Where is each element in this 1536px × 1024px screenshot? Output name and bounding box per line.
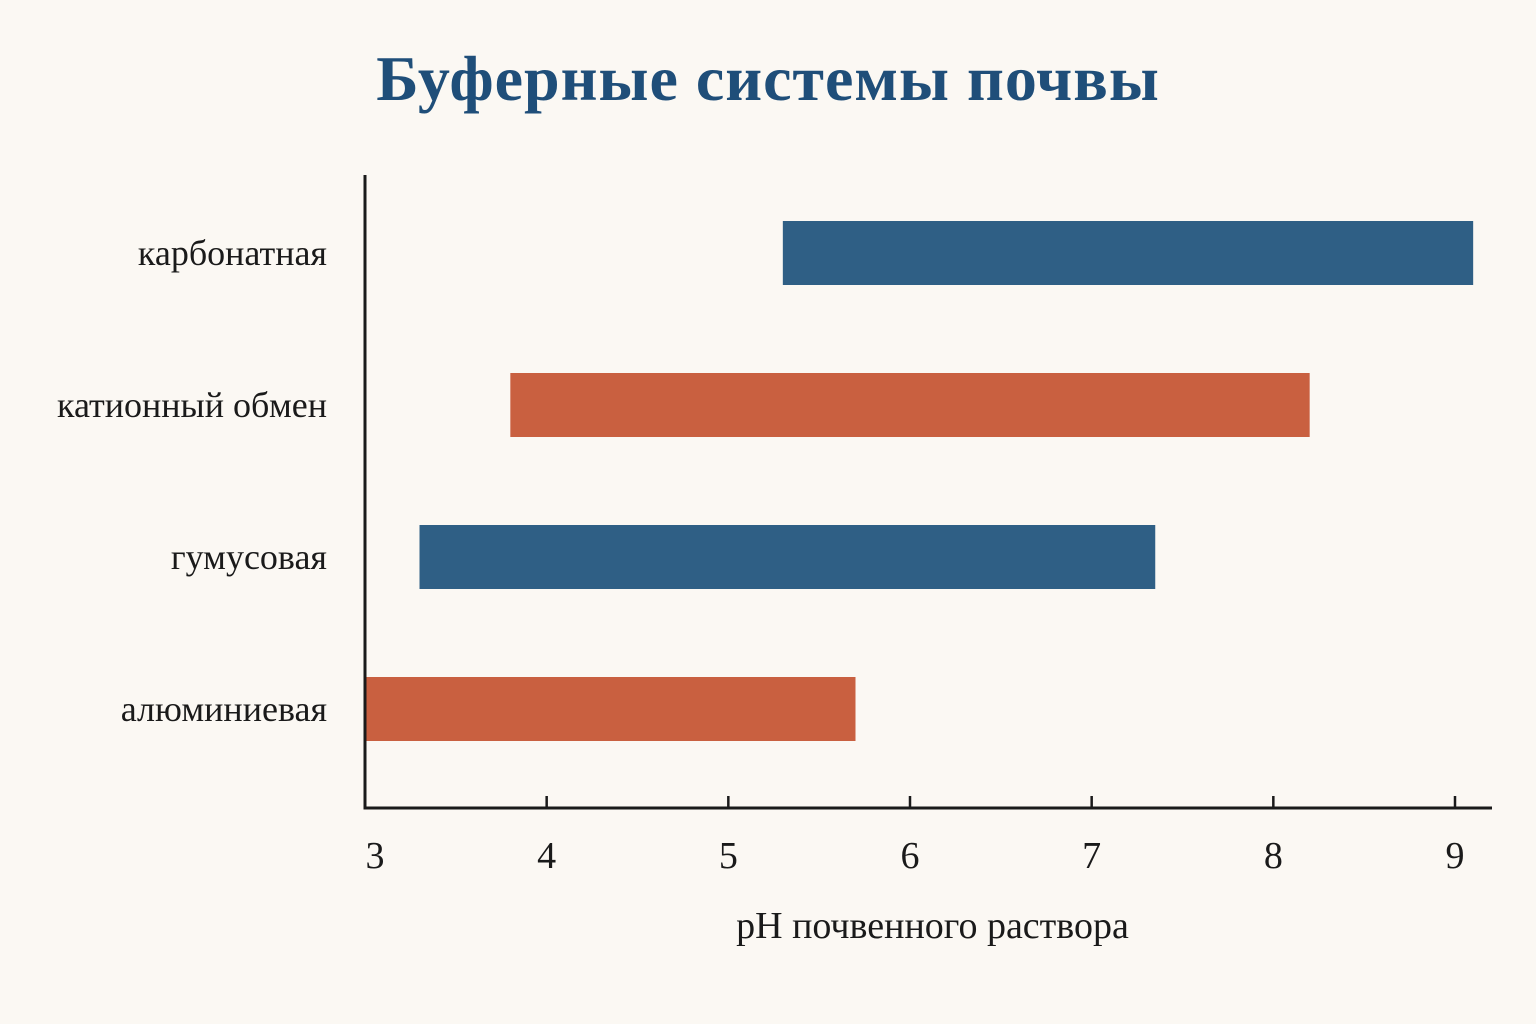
category-label: карбонатная — [138, 233, 327, 273]
bar-1 — [782, 221, 1474, 285]
x-axis-label: pH почвенного раствора — [736, 905, 1129, 947]
bar-3 — [419, 525, 1156, 589]
bar-2 — [510, 373, 1310, 437]
category-label: алюминиевая — [121, 689, 327, 729]
x-tick-label: 3 — [366, 835, 385, 877]
axes-layer — [363, 175, 1492, 810]
x-tick-label: 5 — [719, 835, 738, 877]
ticks-layer: 3 4 5 6 7 8 9 — [366, 796, 1465, 877]
category-label: катионный обмен — [57, 385, 327, 425]
x-tick-label: 8 — [1264, 835, 1283, 877]
bar-4 — [365, 677, 856, 741]
category-label: гумусовая — [171, 537, 327, 577]
chart-title: Буферные системы почвы — [376, 43, 1160, 114]
x-tick-label: 9 — [1446, 835, 1465, 877]
x-tick-label: 6 — [901, 835, 920, 877]
x-tick-label: 4 — [537, 835, 556, 877]
bars-layer — [365, 221, 1474, 741]
category-labels-layer: карбонатная катионный обмен гумусовая алюми… — [57, 233, 327, 729]
x-tick-label: 7 — [1082, 835, 1101, 877]
